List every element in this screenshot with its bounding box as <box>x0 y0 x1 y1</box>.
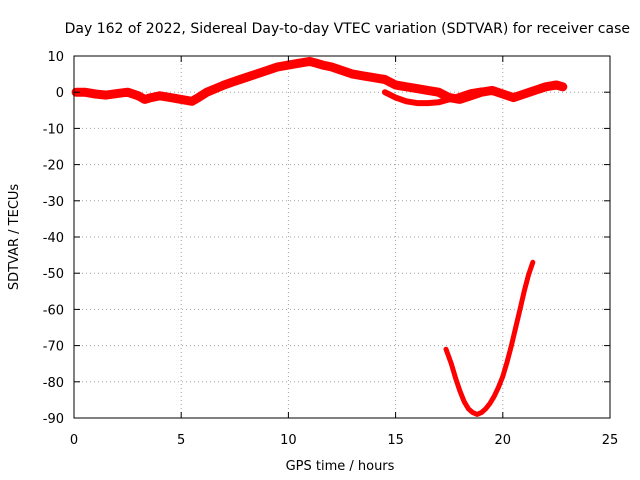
series-layer <box>71 56 568 417</box>
x-tick-label: 10 <box>280 433 297 448</box>
series-line-sdtvar-secondary <box>381 87 517 107</box>
y-tick-label: -20 <box>43 159 64 174</box>
x-tick-label: 25 <box>602 433 619 448</box>
x-tick-label: 20 <box>495 433 512 448</box>
y-tick-label: -90 <box>43 412 64 427</box>
chart-title: Day 162 of 2022, Sidereal Day-to-day VTE… <box>65 21 630 37</box>
x-tick-label: 0 <box>70 433 78 448</box>
y-tick-label: -60 <box>43 303 64 318</box>
y-tick-label: -50 <box>43 267 64 282</box>
x-tick-label: 5 <box>177 433 185 448</box>
y-axis-label: SDTVAR / TECUs <box>7 184 22 291</box>
x-tick-label: 15 <box>387 433 404 448</box>
y-tick-label: 10 <box>47 50 64 65</box>
series-line-sdtvar-dip <box>443 259 536 417</box>
y-tick-label: 0 <box>56 86 64 101</box>
y-tick-label: -80 <box>43 376 64 391</box>
y-tick-label: -70 <box>43 340 64 355</box>
y-tick-label: -40 <box>43 231 64 246</box>
grid-layer <box>74 56 610 418</box>
tick-layer: 0 5 10 15 20 25 10 0 -10 -20 -30 -40 -50 -60 -70 -80 -90 <box>43 50 619 448</box>
y-tick-label: -10 <box>43 122 64 137</box>
x-axis-label: GPS time / hours <box>286 459 395 474</box>
y-tick-label: -30 <box>43 195 64 210</box>
